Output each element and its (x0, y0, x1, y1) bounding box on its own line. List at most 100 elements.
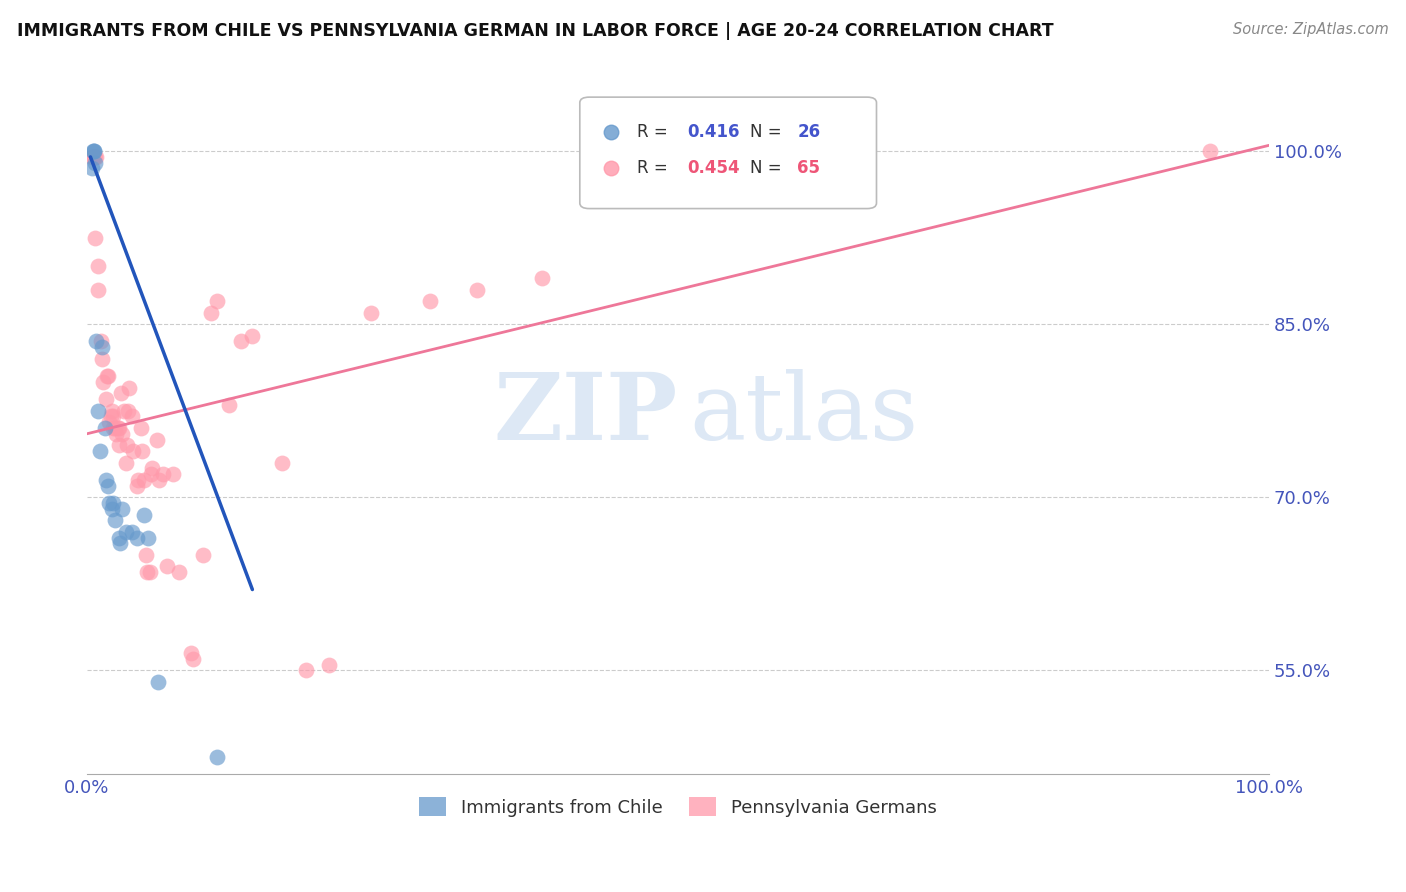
Point (294, 663, 316, 677)
Text: 0.416: 0.416 (688, 123, 740, 141)
Point (117, 403, 139, 417)
Point (125, 531, 148, 545)
Point (97, 369, 120, 384)
Point (118, 381, 141, 395)
Point (139, 467, 162, 482)
Point (89, 444, 111, 458)
Point (94, 473, 117, 487)
Text: 26: 26 (797, 123, 821, 141)
Point (84, 230, 107, 244)
Point (80, 150, 103, 164)
Point (86, 403, 108, 417)
Point (104, 421, 127, 435)
Point (100, 409, 122, 424)
Point (82, 144, 104, 158)
Text: Source: ZipAtlas.com: Source: ZipAtlas.com (1233, 22, 1389, 37)
Point (100, 403, 122, 417)
Point (131, 444, 153, 458)
Text: ZIP: ZIP (494, 369, 678, 459)
Point (97, 479, 120, 493)
Point (419, 294, 441, 309)
Point (93, 375, 115, 389)
Point (82, 150, 104, 164)
Point (132, 508, 155, 522)
Point (129, 421, 152, 435)
Point (141, 461, 163, 475)
Point (96, 369, 118, 384)
Point (115, 438, 138, 452)
Text: atlas: atlas (690, 369, 920, 459)
Point (1198, 144, 1220, 158)
Point (138, 531, 160, 545)
Point (111, 426, 134, 441)
Point (110, 386, 132, 401)
Point (205, 749, 228, 764)
Text: 65: 65 (797, 160, 820, 178)
Point (80, 161, 103, 176)
Point (86, 260, 108, 274)
Text: 0.454: 0.454 (688, 160, 740, 178)
Point (93, 421, 115, 435)
Point (83, 150, 105, 164)
Point (94, 392, 117, 407)
Point (83, 144, 105, 158)
Point (200, 305, 222, 319)
Point (91, 340, 114, 354)
Point (101, 421, 124, 435)
Point (90, 334, 112, 349)
Point (599, 288, 621, 302)
Point (108, 421, 131, 435)
Point (146, 674, 169, 689)
Point (599, 227, 621, 242)
Point (229, 334, 252, 349)
Point (132, 473, 155, 487)
FancyBboxPatch shape (579, 97, 876, 209)
Point (242, 328, 264, 343)
Point (105, 426, 128, 441)
Point (84, 150, 107, 164)
Point (101, 409, 124, 424)
Legend: Immigrants from Chile, Pennsylvania Germans: Immigrants from Chile, Pennsylvania Germ… (412, 790, 943, 824)
Point (83, 144, 105, 158)
Point (152, 467, 174, 482)
Point (180, 646, 202, 660)
Point (530, 271, 553, 285)
Point (271, 456, 294, 470)
Text: N =: N = (749, 160, 782, 178)
Point (205, 294, 228, 309)
Point (135, 548, 157, 562)
Point (162, 467, 184, 482)
Text: R =: R = (637, 123, 668, 141)
Point (125, 479, 148, 493)
Point (127, 473, 149, 487)
Point (360, 305, 382, 319)
Point (218, 398, 240, 412)
Point (138, 566, 160, 580)
Point (108, 531, 131, 545)
Point (98, 496, 121, 510)
Point (86, 150, 108, 164)
Point (191, 548, 214, 562)
Point (115, 456, 138, 470)
Point (136, 566, 159, 580)
Point (84, 155, 107, 169)
Point (108, 438, 131, 452)
Point (91, 351, 114, 366)
Point (318, 657, 340, 672)
Point (111, 501, 134, 516)
Point (145, 433, 167, 447)
Point (121, 409, 143, 424)
Point (181, 652, 204, 666)
Point (101, 496, 124, 510)
Point (104, 513, 127, 527)
Point (121, 524, 143, 539)
Point (465, 283, 488, 297)
Point (112, 403, 135, 417)
Point (100, 501, 122, 516)
Text: N =: N = (749, 123, 782, 141)
Point (98, 415, 121, 429)
Text: R =: R = (637, 160, 668, 178)
Point (86, 283, 108, 297)
Point (148, 473, 170, 487)
Point (115, 524, 138, 539)
